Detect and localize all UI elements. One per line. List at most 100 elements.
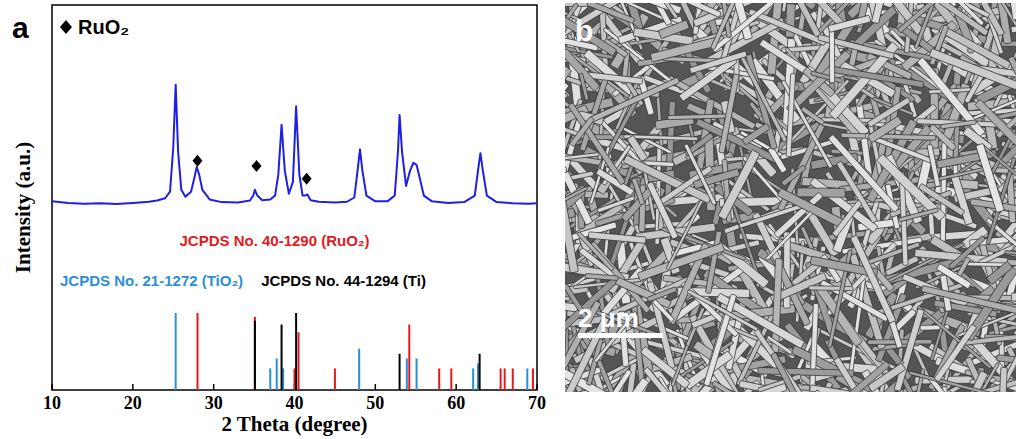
reference-stick (298, 332, 300, 390)
reference-stick (281, 325, 283, 390)
sem-nanorod (585, 273, 618, 280)
reference-stick (532, 368, 534, 390)
sem-nanorod (738, 383, 787, 392)
reference-stick (254, 317, 256, 390)
sem-nanorod (909, 371, 1003, 392)
sem-nanorod (570, 117, 595, 147)
x-tick-label: 50 (366, 393, 384, 413)
x-tick-label: 60 (447, 393, 465, 413)
reference-stick (175, 313, 177, 390)
x-tick-label: 10 (43, 393, 61, 413)
sem-nanorod (1005, 250, 1016, 261)
sem-nanorod (565, 296, 570, 300)
sem-nanorod (671, 345, 689, 387)
x-tick (132, 384, 134, 390)
reference-stick (269, 368, 271, 390)
reference-stick (406, 358, 408, 390)
sem-nanorod (631, 178, 645, 205)
sem-nanorod (934, 324, 977, 382)
sem-nanorod (986, 218, 1016, 270)
sem-nanorod (809, 286, 854, 291)
sem-nanorod (829, 29, 834, 83)
x-tick-label: 20 (124, 393, 142, 413)
sem-nanorod (871, 3, 889, 24)
sem-nanorod (951, 174, 973, 225)
plot-frame (52, 5, 537, 390)
sem-nanorod (601, 369, 632, 392)
sem-image (565, 3, 1016, 392)
sem-nanorod (565, 21, 569, 90)
reference-stick (399, 354, 401, 390)
sem-nanorod (941, 120, 977, 129)
reference-stick (295, 313, 297, 390)
reference-label: JCPDS No. 44-1294 (Ti) (261, 272, 426, 289)
legend-symbol (60, 20, 72, 34)
sem-nanorod (921, 285, 1016, 313)
sem-nanorod (770, 352, 801, 392)
sem-nanorod (926, 3, 989, 36)
reference-stick (526, 368, 528, 390)
sem-nanorod (666, 200, 703, 270)
sem-nanorod (742, 123, 770, 145)
reference-stick (408, 325, 410, 390)
sem-nanorod (705, 231, 722, 294)
sem-nanorod (658, 20, 689, 39)
sem-nanorod (588, 232, 646, 244)
reference-stick (334, 368, 336, 390)
x-tick (375, 384, 377, 390)
sem-nanorod (647, 287, 677, 302)
legend-label: RuO₂ (78, 16, 129, 38)
y-axis-title: Intensity (a.u.) (11, 142, 35, 273)
sem-nanorod (565, 186, 588, 209)
reference-label: JCPDS No. 21-1272 (TiO₂) (60, 272, 243, 289)
panel-label: b (575, 14, 593, 47)
sem-nanorod (1006, 3, 1016, 20)
sem-nanorod (987, 3, 1016, 4)
sem-nanorod (765, 211, 812, 260)
sem-nanorod (718, 150, 760, 220)
sem-nanorod (897, 3, 937, 33)
sem-nanorod (927, 144, 940, 187)
sem-nanorod (832, 200, 862, 237)
reference-stick (197, 313, 199, 390)
x-tick (213, 384, 215, 390)
sem-nanorod (652, 299, 674, 322)
sem-nanorod (668, 114, 729, 120)
sem-nanorod (986, 261, 1012, 285)
sem-nanorod (894, 308, 924, 391)
sem-nanorod (643, 390, 687, 392)
sem-nanorod (637, 243, 724, 281)
sem-nanorod (768, 147, 788, 174)
sem-nanorod (568, 103, 626, 186)
reference-stick (358, 349, 360, 390)
reference-stick (472, 368, 474, 390)
x-tick (536, 384, 538, 390)
x-tick (51, 384, 53, 390)
sem-nanorod (831, 66, 924, 87)
sem-nanorod (899, 208, 939, 222)
sem-nanorod (809, 303, 818, 392)
sem-nanorod (689, 51, 747, 74)
sem-nanorod (929, 48, 1016, 89)
scale-bar-label: 2 μm (578, 303, 639, 333)
reference-stick (254, 321, 256, 390)
sem-nanorod (647, 181, 679, 239)
sem-nanorod (766, 335, 792, 354)
reference-stick (450, 368, 452, 390)
x-tick-label: 40 (286, 393, 304, 413)
sem-nanorod (658, 3, 679, 19)
sem-nanorod (589, 77, 680, 123)
sem-nanorod (587, 3, 635, 24)
reference-stick (479, 354, 481, 390)
sem-nanorod (739, 55, 787, 143)
x-tick-label: 30 (205, 393, 223, 413)
sem-nanorod (850, 235, 895, 323)
sem-nanorod (781, 165, 806, 186)
sem-nanorod (643, 367, 683, 392)
sem-nanorod (712, 380, 792, 392)
plot-marks (52, 85, 537, 390)
sem-nanorod (948, 235, 985, 269)
sem-nanorod (684, 144, 717, 206)
sem-nanorod (792, 3, 821, 37)
figure: 102030405060702 Theta (degree)Intensity … (0, 0, 1021, 439)
